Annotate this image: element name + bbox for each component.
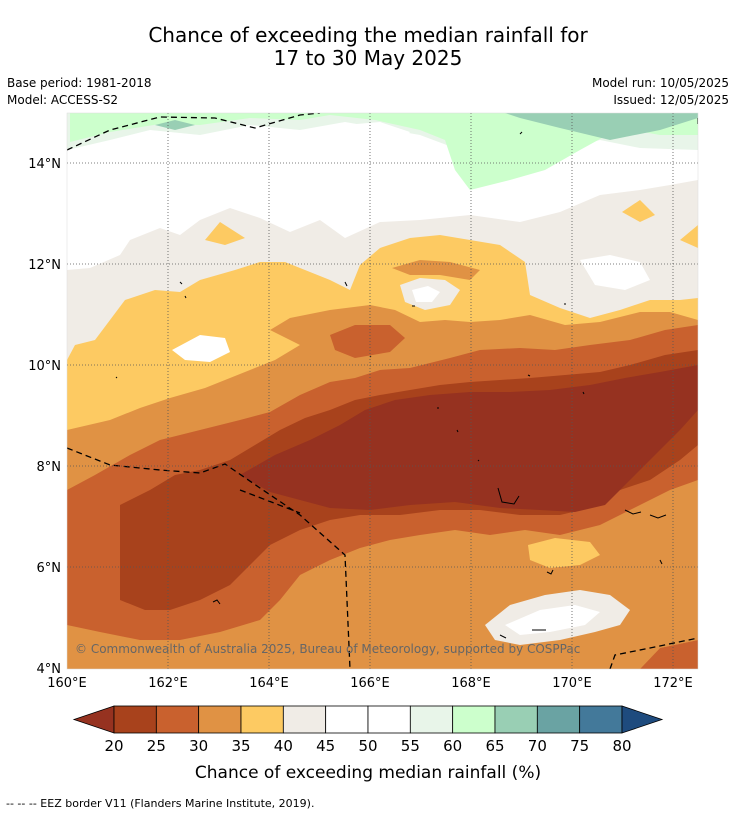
latitude-labels: 14°N 12°N 10°N 8°N 6°N 4°N <box>28 157 61 677</box>
longitude-labels: 160°E 162°E 164°E 166°E 168°E 170°E 172°… <box>47 676 693 691</box>
colorbar-swatch <box>155 705 200 734</box>
pocket-white-southeast <box>505 605 600 635</box>
colorbar-tick-label: 70 <box>528 737 547 755</box>
colorbar-tick-label: 80 <box>612 737 631 755</box>
band-white-north-pocket <box>345 122 410 160</box>
colorbar-tick-label: 65 <box>485 737 504 755</box>
colorbar-swatch <box>536 705 581 734</box>
lon-label: 168°E <box>451 676 491 691</box>
lat-label: 10°N <box>28 359 61 374</box>
contour-field <box>67 113 698 669</box>
issued-label: Issued: 12/05/2025 <box>613 93 729 107</box>
lon-label: 172°E <box>653 676 693 691</box>
lon-label: 162°E <box>148 676 188 691</box>
graticule <box>67 113 698 669</box>
colorbar-swatch <box>198 705 242 734</box>
lat-label: 14°N <box>28 157 61 172</box>
pocket-25-30-north <box>330 325 405 358</box>
colorbar-swatch <box>367 705 411 734</box>
colorbar-title: Chance of exceeding median rainfall (%) <box>195 763 541 783</box>
colorbar-tick-label: 20 <box>104 737 123 755</box>
pocket-white-west <box>172 335 230 362</box>
pocket-35-40-ne <box>622 200 655 222</box>
lat-label: 4°N <box>37 662 62 677</box>
colorbar-swatch <box>409 705 454 734</box>
lon-label: 164°E <box>249 676 289 691</box>
title-line-2: 17 to 30 May 2025 <box>273 46 463 70</box>
colorbar-tick-label: 35 <box>231 737 250 755</box>
colorbar-tick-label: 30 <box>189 737 208 755</box>
pocket-white-east <box>580 255 650 290</box>
pocket-25-30-se <box>640 640 698 669</box>
lat-label: 12°N <box>28 258 61 273</box>
colorbar-swatch <box>113 705 157 734</box>
islands <box>115 131 667 639</box>
colorbar-swatch <box>494 705 538 734</box>
pocket-30-35-se <box>610 630 698 669</box>
band-65-70-small <box>155 120 195 130</box>
colorbar-tick-label: 60 <box>443 737 462 755</box>
lat-label: 6°N <box>37 561 62 576</box>
colorbar-tick-label: 40 <box>274 737 293 755</box>
lon-label: 170°E <box>552 676 592 691</box>
pocket-35-40-east <box>528 538 600 568</box>
pocket-white-ring <box>412 286 440 302</box>
band-60-65 <box>70 113 698 190</box>
lon-label: 160°E <box>47 676 87 691</box>
lon-label: 166°E <box>350 676 390 691</box>
colorbar-swatch <box>282 705 327 734</box>
colorbar-tick-label: 50 <box>358 737 377 755</box>
colorbar-swatch <box>579 705 623 734</box>
pocket-35-40-w <box>205 222 245 245</box>
eez-borders <box>67 113 698 669</box>
model-label: Model: ACCESS-S2 <box>7 93 119 107</box>
colorbar-tick-label: 55 <box>401 737 420 755</box>
colorbar-tick-label: 75 <box>570 737 589 755</box>
model-run-label: Model run: 10/05/2025 <box>591 76 729 90</box>
colorbar: 20 25 30 35 40 45 50 55 60 65 70 75 80 <box>72 705 664 755</box>
colorbar-swatch <box>325 705 369 734</box>
pocket-35-40-e <box>680 225 698 248</box>
eez-legend-note: -- -- -- EEZ border V11 (Flanders Marine… <box>6 797 315 810</box>
base-period-label: Base period: 1981-2018 <box>7 76 152 90</box>
colorbar-tick-label: 25 <box>147 737 166 755</box>
colorbar-swatch <box>452 705 496 734</box>
pocket-30-35-north <box>392 260 480 280</box>
copyright-notice: © Commonwealth of Australia 2025, Bureau… <box>75 642 580 656</box>
colorbar-over-arrow <box>621 705 664 734</box>
title-line-1: Chance of exceeding the median rainfall … <box>148 23 588 47</box>
colorbar-under-arrow <box>72 705 115 734</box>
map-frame <box>66 112 699 670</box>
band-65-70 <box>505 113 698 140</box>
colorbar-tick-label: 45 <box>316 737 335 755</box>
lat-label: 8°N <box>37 460 62 475</box>
colorbar-swatch <box>240 705 284 734</box>
band-below-20 <box>240 365 698 512</box>
